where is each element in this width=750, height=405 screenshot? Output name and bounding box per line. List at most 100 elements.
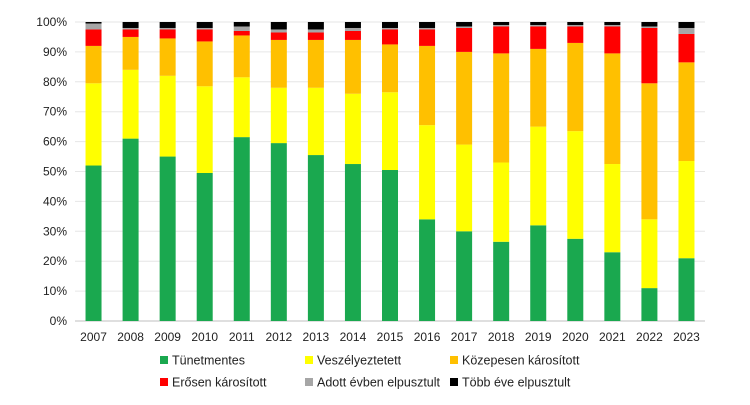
bar-stack-2016 — [419, 22, 436, 321]
bar-segment — [196, 29, 213, 42]
legend-label: Erősen károsított — [172, 376, 267, 390]
bar-segment — [122, 29, 139, 37]
bar-segment — [678, 33, 695, 63]
legend-swatch — [160, 378, 168, 386]
bar-stack-2007 — [85, 22, 102, 321]
bar-segment — [270, 39, 287, 88]
legend-item: Közepesen károsított — [450, 354, 580, 368]
y-tick-label: 90% — [43, 45, 67, 59]
bar-stack-2013 — [307, 22, 324, 321]
x-tick-label: 2008 — [117, 330, 144, 344]
bar-segment — [307, 87, 324, 156]
bar-segment — [159, 156, 176, 321]
bar-segment — [604, 252, 621, 321]
bar-segment — [419, 45, 436, 126]
x-tick-label: 2023 — [673, 330, 700, 344]
bar-stack-2014 — [344, 22, 361, 321]
bar-segment — [233, 22, 250, 27]
bar-segment — [567, 22, 584, 25]
x-axis: 2007 2008 2009 2010 2011 2012 2013 2014 2015 2016… — [80, 330, 700, 344]
legend-label: Tünetmentes — [172, 354, 245, 368]
bar-segment — [85, 165, 102, 321]
bar-segment — [567, 238, 584, 321]
bar-segment — [159, 75, 176, 157]
x-tick-label: 2010 — [191, 330, 218, 344]
x-tick-label: 2014 — [340, 330, 367, 344]
bar-segment — [233, 30, 250, 36]
bar-segment — [196, 86, 213, 173]
bar-segment — [641, 26, 658, 28]
x-tick-label: 2011 — [229, 330, 255, 344]
bar-segment — [122, 69, 139, 139]
bar-segment — [493, 22, 510, 25]
bar-segment — [567, 26, 584, 43]
bar-segment — [344, 27, 361, 31]
bar-segment — [530, 24, 547, 27]
bar-segment — [270, 143, 287, 321]
bar-stack-2009 — [159, 22, 176, 321]
legend-item: Erősen károsított — [160, 376, 267, 390]
legend-label: Adott évben elpusztult — [317, 376, 441, 390]
bar-segment — [530, 48, 547, 127]
bar-segment — [233, 35, 250, 78]
bar-segment — [270, 32, 287, 40]
bar-segment — [641, 288, 658, 321]
bar-segment — [604, 26, 621, 54]
bar-segment — [85, 45, 102, 84]
x-tick-label: 2015 — [377, 330, 404, 344]
bar-segment — [419, 27, 436, 30]
bar-segment — [307, 39, 324, 88]
bar-segment — [604, 24, 621, 27]
bar-segment — [678, 27, 695, 34]
bar-segment — [456, 22, 473, 27]
bar-segment — [456, 231, 473, 321]
legend-swatch — [305, 356, 313, 364]
bar-segment — [419, 22, 436, 28]
bar-segment — [233, 26, 250, 31]
bar-segment — [307, 22, 324, 30]
bar-segment — [122, 138, 139, 321]
bar-segment — [641, 83, 658, 220]
bar-stack-2018 — [493, 22, 510, 321]
x-tick-label: 2020 — [562, 330, 589, 344]
bar-stack-2023 — [678, 22, 695, 321]
bar-segment — [344, 93, 361, 165]
bar-segment — [530, 22, 547, 25]
y-tick-label: 100% — [36, 15, 67, 29]
bar-segment — [196, 27, 213, 30]
bar-segment — [493, 53, 510, 163]
y-tick-label: 80% — [43, 75, 67, 89]
bar-segment — [233, 137, 250, 321]
bar-stack-2010 — [196, 22, 213, 321]
bar-segment — [419, 29, 436, 46]
x-tick-label: 2009 — [154, 330, 181, 344]
legend-label: Veszélyeztetett — [317, 354, 402, 368]
bar-segment — [307, 155, 324, 321]
x-tick-label: 2012 — [265, 330, 292, 344]
bar-segment — [419, 219, 436, 321]
x-tick-label: 2022 — [636, 330, 663, 344]
bar-segment — [567, 42, 584, 132]
bar-segment — [530, 126, 547, 226]
bar-stack-2020 — [567, 22, 584, 321]
y-tick-label: 10% — [43, 284, 67, 298]
bar-segment — [456, 51, 473, 145]
y-tick-label: 20% — [43, 254, 67, 268]
bar-segment — [419, 125, 436, 220]
bar-segment — [85, 22, 102, 24]
bar-segment — [382, 44, 398, 93]
x-tick-label: 2019 — [525, 330, 552, 344]
bar-stack-2015 — [382, 22, 398, 321]
bar-segment — [344, 39, 361, 94]
bar-segment — [530, 225, 547, 321]
y-tick-label: 60% — [43, 135, 67, 149]
bar-segment — [382, 22, 398, 28]
bar-segment — [493, 24, 510, 27]
x-tick-label: 2018 — [488, 330, 515, 344]
legend-item: Adott évben elpusztult — [305, 376, 441, 390]
bar-segment — [456, 27, 473, 52]
bar-stack-2019 — [530, 22, 547, 321]
bar-segment — [567, 131, 584, 239]
bar-segment — [307, 29, 324, 33]
bar-segment — [122, 36, 139, 70]
